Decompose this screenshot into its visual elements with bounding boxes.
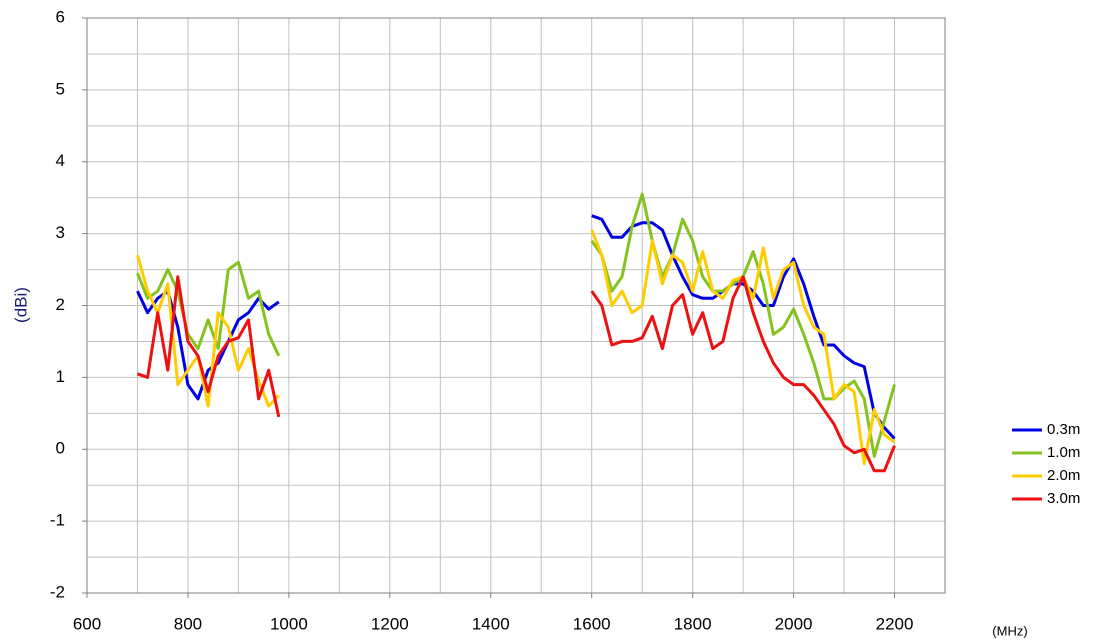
legend-label: 1.0m — [1047, 444, 1080, 461]
x-tick-label: 2000 — [775, 614, 813, 633]
y-tick-label: 0 — [56, 439, 65, 458]
y-tick-label: 4 — [56, 151, 65, 170]
y-tick-label: -2 — [50, 582, 65, 601]
legend-label: 2.0m — [1047, 467, 1080, 484]
series-line — [136, 275, 281, 418]
y-tick-label: 2 — [56, 295, 65, 314]
series-line — [136, 260, 281, 357]
y-tick-label: 6 — [56, 7, 65, 26]
y-tick-label: 1 — [56, 367, 65, 386]
y-axis-label: (dBi) — [11, 287, 30, 323]
x-tick-label: 1400 — [472, 614, 510, 633]
y-tick-label: -1 — [50, 511, 65, 530]
series-line — [590, 275, 896, 473]
x-tick-label: 600 — [73, 614, 101, 633]
legend-label: 0.3m — [1047, 421, 1080, 438]
x-tick-label: 1800 — [674, 614, 712, 633]
x-tick-label: 1000 — [270, 614, 308, 633]
series-line — [591, 214, 896, 440]
legend-label: 3.0m — [1047, 490, 1080, 507]
y-tick-label: 5 — [56, 79, 65, 98]
series-line — [136, 289, 280, 401]
x-tick-label: 1600 — [573, 614, 611, 633]
x-axis-label: (MHz) — [992, 623, 1027, 638]
x-tick-label: 1200 — [371, 614, 409, 633]
x-tick-label: 800 — [174, 614, 202, 633]
y-tick-label: 3 — [56, 223, 65, 242]
x-tick-label: 2200 — [876, 614, 914, 633]
